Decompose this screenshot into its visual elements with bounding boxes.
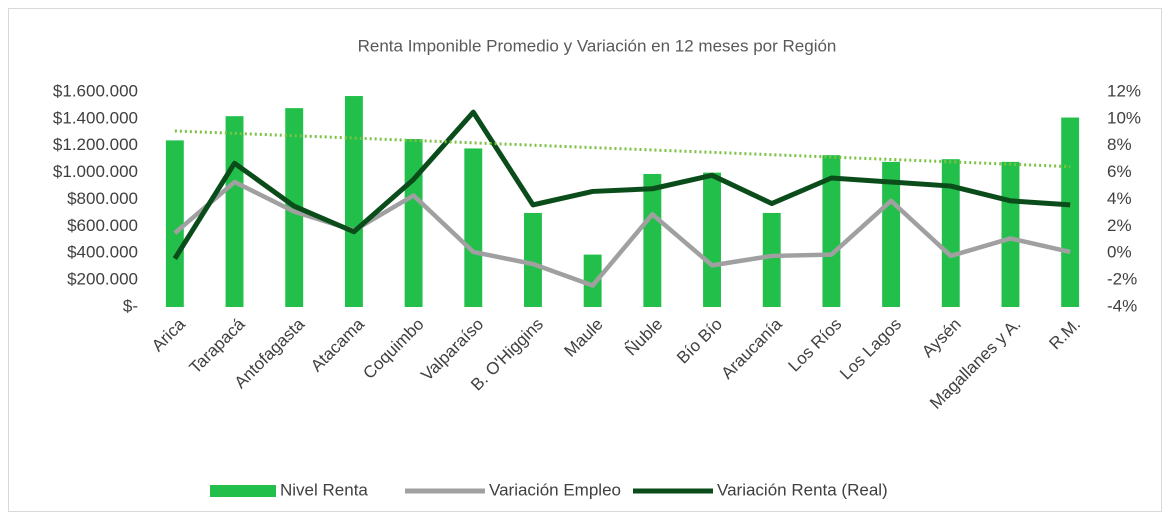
y2-tick-label: 10% xyxy=(1107,108,1141,127)
line-series xyxy=(172,109,1071,260)
y2-tick-label: -4% xyxy=(1107,296,1137,315)
y-tick-label: $1.000.000 xyxy=(53,162,138,181)
y-tick-label: $- xyxy=(123,296,138,315)
bar xyxy=(524,212,542,307)
y-tick-label: $1.400.000 xyxy=(53,108,138,127)
y-tick-label: $200.000 xyxy=(67,270,138,289)
bar xyxy=(703,172,721,307)
bar xyxy=(1001,161,1020,307)
bar xyxy=(882,161,901,307)
y2-tick-label: 6% xyxy=(1107,162,1132,181)
chart-title: Renta Imponible Promedio y Variación en … xyxy=(358,36,837,55)
legend-label: Nivel Renta xyxy=(280,480,368,499)
y-tick-label: $800.000 xyxy=(67,189,138,208)
y2-tick-label: 4% xyxy=(1107,189,1132,208)
y2-tick-label: 0% xyxy=(1107,243,1132,262)
trendline xyxy=(174,129,1071,169)
bar xyxy=(643,173,662,307)
legend-swatch xyxy=(210,485,276,497)
y2-tick-label: 8% xyxy=(1107,135,1132,154)
legend-label: Variación Renta (Real) xyxy=(717,480,888,499)
y-tick-label: $400.000 xyxy=(67,243,138,262)
y-tick-label: $1.200.000 xyxy=(53,135,138,154)
bar xyxy=(941,159,960,307)
bar xyxy=(404,139,423,307)
bar xyxy=(464,148,483,307)
bar xyxy=(344,96,363,307)
y2-tick-label: 2% xyxy=(1107,216,1132,235)
bar xyxy=(165,140,184,307)
y2-tick-label: 12% xyxy=(1107,81,1141,100)
y-tick-label: $600.000 xyxy=(67,216,138,235)
bar xyxy=(583,254,602,307)
bar xyxy=(822,155,841,307)
y2-tick-label: -2% xyxy=(1107,270,1137,289)
bar xyxy=(1061,117,1080,307)
legend-label: Variación Empleo xyxy=(489,480,621,499)
y-tick-label: $1.600.000 xyxy=(53,81,138,100)
bar xyxy=(762,212,781,307)
bar xyxy=(225,116,244,307)
